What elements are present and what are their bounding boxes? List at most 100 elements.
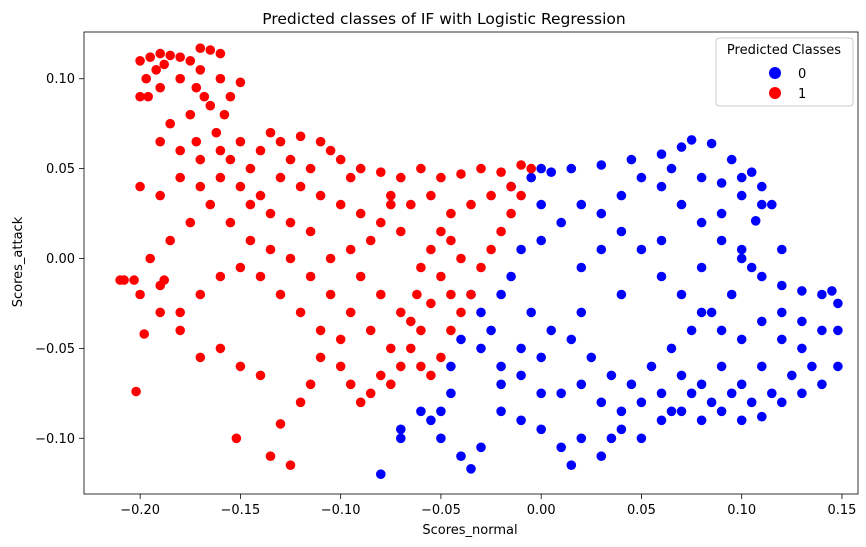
scatter-point-class-0: [746, 167, 757, 177]
scatter-point-class-0: [696, 307, 707, 318]
scatter-point-class-0: [827, 286, 837, 296]
scatter-point-class-0: [666, 163, 677, 174]
scatter-point-class-0: [767, 388, 777, 399]
scatter-point-class-0: [496, 361, 506, 372]
scatter-point-class-0: [716, 178, 727, 188]
scatter-point-class-0: [556, 442, 566, 453]
legend-box: [715, 37, 854, 107]
scatter-point-class-1: [436, 226, 446, 237]
scatter-point-class-1: [416, 361, 426, 372]
scatter-point-class-1: [466, 289, 476, 300]
scatter-point-class-0: [696, 415, 707, 426]
scatter-point-class-1: [215, 343, 226, 354]
scatter-point-class-0: [396, 424, 406, 435]
scatter-point-class-1: [315, 190, 326, 201]
scatter-point-class-0: [736, 334, 747, 345]
scatter-point-class-1: [199, 91, 210, 102]
scatter-point-class-1: [235, 181, 246, 192]
scatter-point-class-1: [175, 307, 185, 318]
scatter-point-class-0: [456, 334, 466, 345]
scatter-point-class-0: [676, 199, 687, 210]
scatter-point-class-1: [131, 386, 141, 397]
x-tick-label: 0.05: [627, 503, 656, 518]
scatter-point-class-0: [716, 208, 727, 219]
scatter-point-class-1: [412, 289, 422, 300]
x-tick-label: 0.00: [527, 503, 556, 518]
scatter-point-class-1: [496, 226, 506, 237]
scatter-point-class-1: [165, 50, 175, 61]
scatter-point-class-0: [436, 433, 446, 444]
scatter-point-class-0: [666, 406, 677, 417]
scatter-point-class-0: [736, 415, 747, 426]
scatter-point-class-1: [355, 271, 366, 282]
scatter-point-class-1: [426, 244, 436, 255]
scatter-point-class-0: [476, 442, 486, 453]
scatter-point-class-1: [211, 127, 222, 138]
scatter-point-class-1: [185, 56, 196, 66]
legend-label-0: 0: [798, 67, 806, 82]
scatter-point-class-1: [275, 289, 286, 300]
scatter-point-class-0: [546, 325, 556, 336]
x-tick-label: −0.20: [120, 503, 160, 518]
y-tick-label: 0.05: [46, 162, 75, 177]
scatter-point-class-0: [536, 199, 546, 210]
scatter-point-class-0: [726, 154, 737, 165]
scatter-point-class-1: [376, 167, 386, 177]
scatter-point-class-0: [496, 406, 506, 417]
scatter-point-class-0: [426, 415, 436, 426]
legend: Predicted Classes 0 1: [715, 37, 854, 107]
scatter-point-class-0: [750, 216, 761, 226]
scatter-point-class-1: [295, 397, 306, 408]
scatter-point-class-0: [656, 181, 667, 192]
scatter-point-class-0: [656, 235, 667, 246]
scatter-point-class-1: [456, 307, 466, 318]
scatter-point-class-0: [736, 172, 747, 183]
scatter-point-class-0: [777, 397, 787, 408]
scatter-point-class-0: [797, 286, 807, 296]
legend-marker-0: [769, 67, 781, 79]
x-tick-label: 0.10: [727, 503, 756, 518]
scatter-point-class-1: [245, 199, 256, 210]
x-tick-label: 0.15: [827, 503, 856, 518]
scatter-point-class-0: [616, 226, 627, 237]
scatter-point-class-0: [496, 289, 506, 300]
scatter-point-class-1: [195, 289, 206, 300]
scatter-point-class-1: [476, 262, 486, 273]
scatter-point-class-1: [426, 298, 436, 309]
scatter-point-class-0: [616, 289, 627, 300]
scatter-point-class-0: [686, 388, 697, 399]
scatter-point-class-0: [516, 244, 526, 255]
scatter-point-class-0: [666, 343, 677, 354]
scatter-point-class-1: [446, 289, 456, 300]
scatter-point-class-0: [706, 397, 717, 408]
scatter-point-class-0: [656, 415, 667, 426]
points-layer: [115, 43, 843, 480]
scatter-point-class-0: [676, 406, 687, 417]
scatter-point-class-0: [416, 406, 426, 417]
scatter-point-class-1: [526, 163, 536, 174]
scatter-point-class-0: [646, 361, 657, 372]
scatter-point-class-1: [175, 52, 185, 62]
scatter-point-class-0: [716, 406, 727, 417]
scatter-point-class-0: [757, 361, 767, 372]
scatter-point-class-0: [536, 424, 546, 435]
scatter-point-class-1: [325, 253, 336, 264]
scatter-point-class-1: [275, 136, 286, 147]
scatter-point-class-0: [676, 370, 687, 381]
scatter-point-class-1: [416, 262, 426, 273]
scatter-point-class-1: [265, 208, 276, 219]
series-1: [115, 43, 536, 471]
y-axis: −0.10 −0.05 0.00 0.05 0.10: [35, 72, 84, 447]
scatter-point-class-1: [496, 167, 506, 177]
scatter-point-class-1: [305, 271, 316, 282]
scatter-point-class-0: [616, 424, 627, 435]
x-tick-label: −0.15: [220, 503, 260, 518]
scatter-point-class-0: [716, 361, 727, 372]
scatter-point-class-1: [195, 65, 206, 75]
scatter-point-class-1: [285, 460, 296, 471]
scatter-point-class-0: [566, 163, 577, 174]
scatter-point-class-1: [195, 154, 206, 165]
scatter-point-class-1: [386, 199, 396, 210]
scatter-point-class-1: [215, 271, 226, 282]
scatter-point-class-1: [159, 59, 169, 70]
